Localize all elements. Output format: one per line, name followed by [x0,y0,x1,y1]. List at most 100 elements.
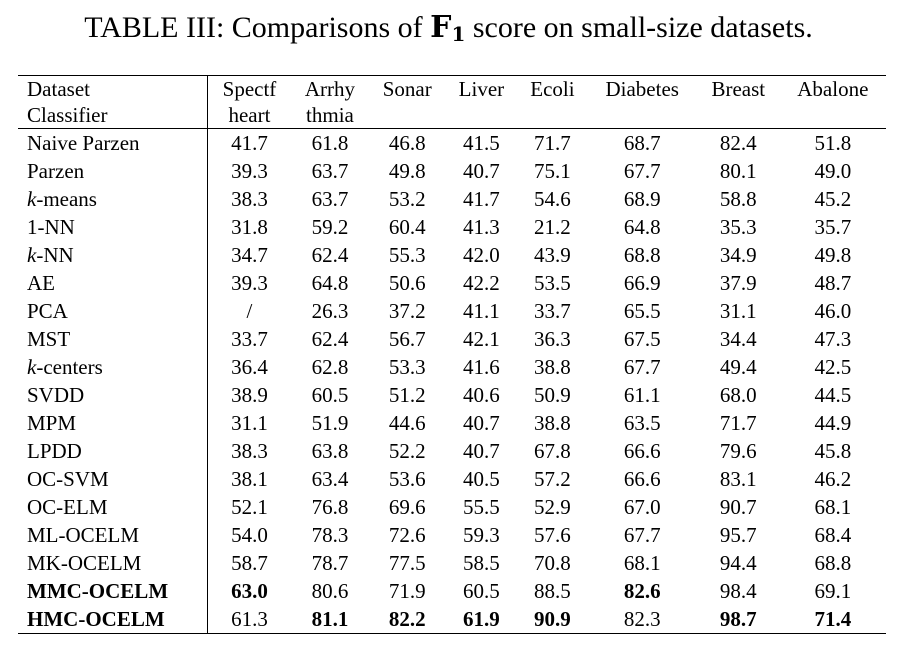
score-cell: 77.5 [388,551,426,575]
header-col-top: Ecoli [517,75,588,102]
score-cell: 68.7 [623,131,661,155]
score-cell: 52.2 [388,439,426,463]
score-cell: 68.4 [814,523,852,547]
classifier-label: MK-OCELM [27,551,142,575]
score-cell: 49.8 [388,159,426,183]
header-col-bottom [587,102,697,129]
score-cell: 53.3 [388,355,426,379]
table-row: PCA / 26.3 37.2 41.1 33.7 65.5 31.1 46.0 [18,297,886,325]
score-cell: 67.7 [623,159,661,183]
score-cell: 71.4 [779,605,886,634]
header-col-top: Breast [696,75,780,102]
score-cell: 41.7 [463,187,500,211]
score-cell: 58.5 [463,551,500,575]
classifier-label: -means [36,187,97,211]
score-cell: 37.9 [719,271,757,295]
classifier-name: MK-OCELM [18,549,208,577]
score-cell: 62.8 [311,355,349,379]
classifier-name: MMC-OCELM [18,577,208,605]
classifier-name: OC-ELM [18,493,208,521]
header-col-top: Arrhy [290,75,369,102]
score-cell: 31.1 [231,411,268,435]
table-row: k-NN 34.7 62.4 55.3 42.0 43.9 68.8 34.9 49.8 [18,241,886,269]
score-cell: 71.7 [534,131,571,155]
header-col-bottom [369,102,446,129]
score-cell: 42.0 [463,243,500,267]
score-cell: 41.5 [463,131,500,155]
classifier-name: OC-SVM [18,465,208,493]
score-cell: 98.4 [719,579,757,603]
score-cell: 55.3 [388,243,426,267]
score-cell: 57.2 [534,467,571,491]
table-row: AE 39.3 64.8 50.6 42.2 53.5 66.9 37.9 48.7 [18,269,886,297]
score-cell: 69.6 [388,495,426,519]
header-col-bottom [696,102,780,129]
score-cell: 67.5 [623,327,661,351]
score-cell: 90.9 [517,605,588,634]
score-cell: 68.9 [623,187,661,211]
score-cell: 63.4 [311,467,349,491]
table-row: Naive Parzen 41.7 61.8 46.8 41.5 71.7 68.7 82.4… [18,128,886,157]
score-cell: 41.6 [463,355,500,379]
score-cell: 78.3 [311,523,349,547]
score-cell: 49.4 [719,355,757,379]
score-cell: 53.5 [534,271,571,295]
score-cell: 82.2 [369,605,446,634]
header-col-top: Abalone [779,75,886,102]
score-cell: 67.0 [623,495,661,519]
classifier-name: MST [18,325,208,353]
score-cell: 40.6 [463,383,500,407]
score-cell: 71.7 [719,411,757,435]
caption-suffix: score on small-size datasets. [465,11,813,44]
header-col-top: Diabetes [587,75,697,102]
score-cell: 31.8 [231,215,268,239]
header-col-top: Liver [445,75,518,102]
classifier-name: SVDD [18,381,208,409]
classifier-name: Parzen [18,157,208,185]
score-cell: 62.4 [311,327,349,351]
table-row: HMC-OCELM 61.3 81.1 82.2 61.9 90.9 82.3 98.7 71.… [18,605,886,634]
score-cell: 51.9 [311,411,349,435]
classifier-name: 1-NN [18,213,208,241]
score-cell: 62.4 [311,243,349,267]
header-col-bottom [779,102,886,129]
header-col-bottom: thmia [290,102,369,129]
score-cell: 81.1 [290,605,369,634]
header-dataset-label: Dataset [18,75,208,102]
score-cell: 70.8 [534,551,571,575]
score-cell: 61.3 [207,605,291,634]
classifier-label: AE [27,271,55,295]
score-cell: 38.8 [534,411,571,435]
score-cell: 68.1 [623,551,661,575]
score-cell: 65.5 [623,299,661,323]
results-table: Dataset Spectf Arrhy Sonar Liver Ecoli D… [18,75,886,634]
score-cell: 34.9 [719,243,757,267]
header-classifier-label: Classifier [18,102,208,129]
header-col-top: Sonar [369,75,446,102]
score-cell: 71.9 [388,579,426,603]
table-row: MK-OCELM 58.7 78.7 77.5 58.5 70.8 68.1 94.4 68.8 [18,549,886,577]
score-cell: 63.5 [623,411,661,435]
score-cell: 66.6 [623,439,661,463]
score-cell: 75.1 [534,159,571,183]
score-cell: 42.2 [463,271,500,295]
score-cell: 67.7 [623,523,661,547]
score-cell: 38.8 [534,355,571,379]
score-cell: 60.5 [463,579,500,603]
score-cell: 54.6 [534,187,571,211]
score-cell: 94.4 [719,551,757,575]
score-cell: 41.1 [463,299,500,323]
score-cell: 21.2 [534,215,571,239]
score-cell: 50.6 [388,271,426,295]
score-cell: 69.1 [814,579,852,603]
score-cell: 76.8 [311,495,349,519]
header-row-bottom: Classifier heart thmia [18,102,886,129]
caption-metric-main: F [430,10,452,45]
header-col-bottom: heart [207,102,291,129]
classifier-label: MPM [27,411,77,435]
table-header: Dataset Spectf Arrhy Sonar Liver Ecoli D… [18,75,886,129]
score-cell: 60.5 [311,383,349,407]
score-cell: 42.5 [814,355,852,379]
classifier-label: Parzen [27,159,85,183]
score-cell: 68.8 [814,551,852,575]
